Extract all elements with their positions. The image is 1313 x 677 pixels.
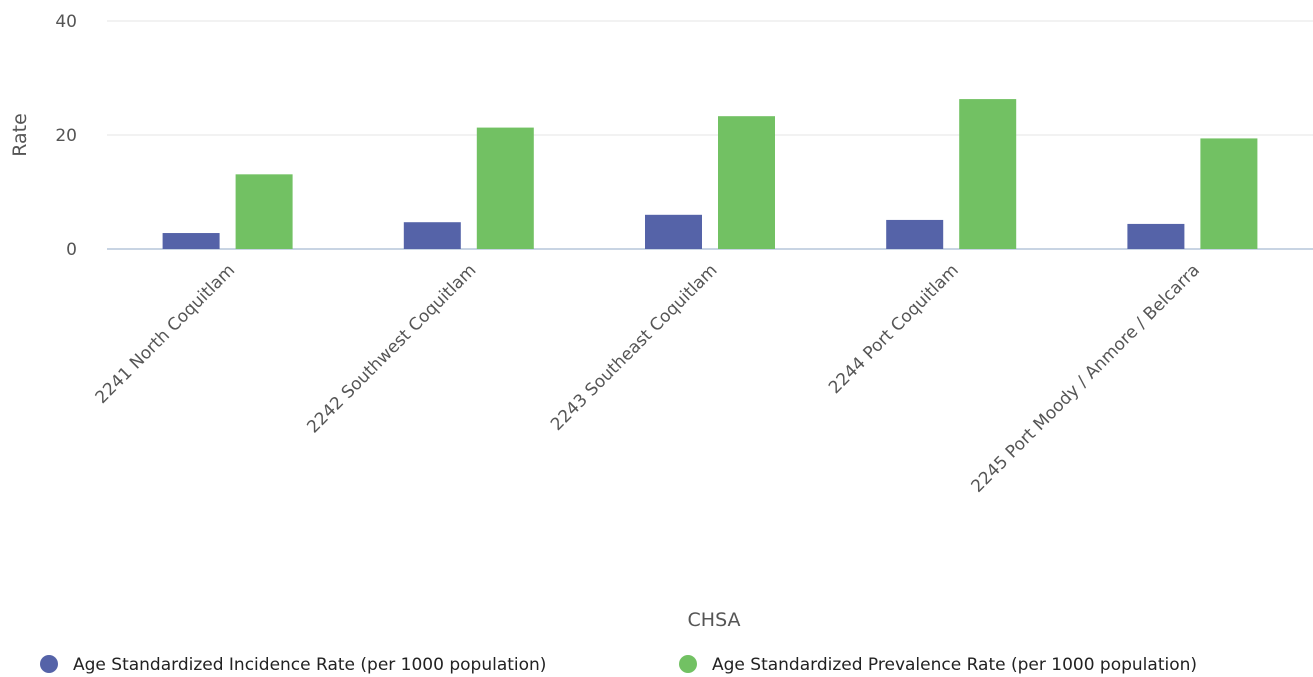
incidence-bar xyxy=(162,233,220,249)
incidence-bar xyxy=(645,214,702,249)
y-tick-label: 20 xyxy=(55,126,77,146)
prevalence-bar xyxy=(718,116,775,249)
y-axis-ticks: 0 20 40 xyxy=(55,12,77,260)
x-category-label: 2244 Port Coquitlam xyxy=(825,260,963,398)
y-axis-title: Rate xyxy=(9,113,31,157)
y-tick-label: 0 xyxy=(66,240,77,260)
x-axis-title: CHSA xyxy=(688,609,741,631)
legend: Age Standardized Incidence Rate (per 100… xyxy=(40,655,1197,675)
x-category-label: 2242 Southwest Coquitlam xyxy=(303,260,480,437)
legend-marker xyxy=(679,655,697,673)
legend-label[interactable]: Age Standardized Incidence Rate (per 100… xyxy=(73,655,546,675)
x-category-label: 2243 Southeast Coquitlam xyxy=(547,260,722,435)
incidence-bar xyxy=(886,219,944,249)
legend-marker xyxy=(40,655,58,673)
bars xyxy=(162,99,1258,249)
legend-label[interactable]: Age Standardized Prevalence Rate (per 10… xyxy=(712,655,1197,675)
x-category-label: 2245 Port Moody / Anmore / Belcarra xyxy=(968,260,1204,496)
prevalence-bar xyxy=(235,174,293,249)
y-tick-label: 40 xyxy=(55,12,77,32)
prevalence-bar xyxy=(959,99,1017,249)
x-category-label: 2241 North Coquitlam xyxy=(92,260,239,407)
prevalence-bar xyxy=(476,127,534,249)
incidence-bar xyxy=(403,222,461,249)
prevalence-bar xyxy=(1200,138,1258,249)
incidence-bar xyxy=(1127,223,1185,249)
x-axis-categories: 2241 North Coquitlam 2242 Southwest Coqui… xyxy=(92,260,1204,496)
grid-lines xyxy=(107,20,1313,250)
